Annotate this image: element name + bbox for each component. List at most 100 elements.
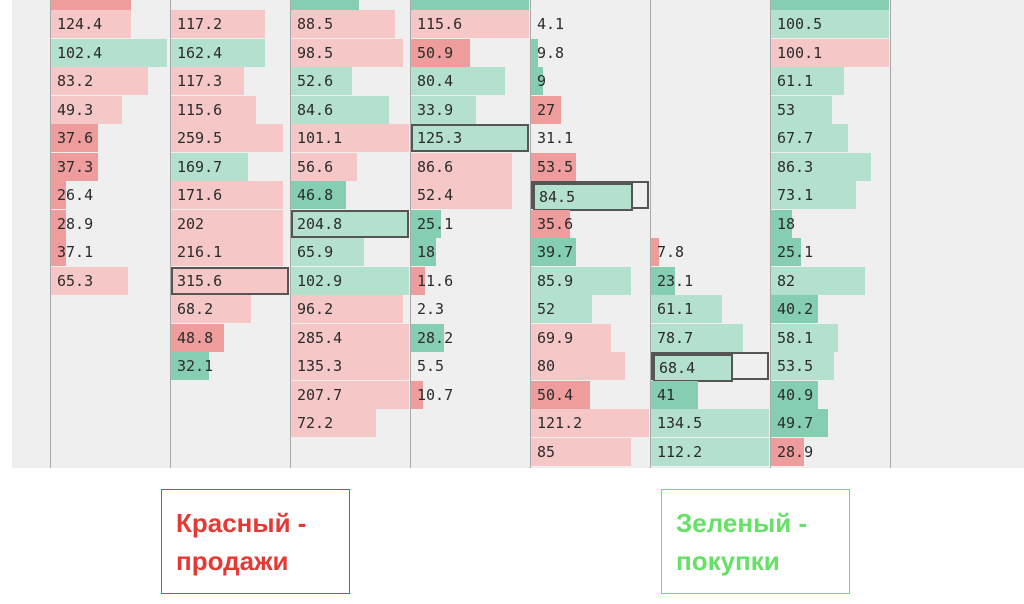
footprint-cell: 2.3 [411, 295, 529, 323]
footprint-cell: 72.2 [291, 409, 409, 437]
volume-value: 112.2 [657, 442, 703, 461]
footprint-cell: 65.9 [291, 238, 409, 266]
footprint-cell: 84.6 [291, 95, 409, 124]
sell-volume-bar [531, 209, 570, 238]
volume-value: 39.7 [537, 243, 574, 261]
volume-value: 9.8 [537, 43, 565, 62]
buy-volume-bar [771, 238, 801, 266]
volume-value: 52 [537, 300, 556, 318]
footprint-cell: 9.8 [531, 38, 649, 67]
footprint-cell: 25.1 [771, 238, 889, 266]
volume-value: 18 [777, 214, 796, 233]
footprint-cell: 7.8 [651, 238, 769, 266]
volume-value: 216.1 [177, 243, 223, 261]
volume-value: 80.4 [417, 72, 454, 90]
volume-value: 72.2 [297, 414, 334, 432]
footprint-cell: 40.2 [771, 295, 889, 323]
footprint-cell: 28.2 [411, 323, 529, 352]
buy-volume-bar [411, 124, 529, 152]
buy-volume-bar [51, 38, 167, 67]
footprint-cell: 61.1 [771, 67, 889, 95]
sell-volume-bar [531, 380, 590, 409]
footprint-cell: 135.3 [291, 352, 409, 380]
sell-volume-bar [771, 437, 804, 466]
volume-value: 117.3 [177, 72, 223, 90]
footprint-cell: 18 [411, 238, 529, 266]
volume-value: 46.8 [297, 186, 334, 204]
sell-volume-bar [531, 323, 611, 352]
buy-volume-bar [531, 266, 631, 295]
footprint-cell: 26.4 [51, 181, 169, 209]
sell-volume-bar [51, 152, 98, 181]
volume-value: 27 [537, 100, 556, 119]
footprint-cell: 117.3 [171, 67, 289, 95]
footprint-cell: 52.4 [411, 181, 529, 209]
buy-volume-bar [771, 295, 818, 323]
footprint-cell: 41 [651, 380, 769, 409]
sell-volume-bar [411, 266, 425, 295]
sell-volume-bar [171, 266, 289, 295]
sell-volume-bar [291, 380, 409, 409]
footprint-cell: 53 [771, 95, 889, 124]
buy-volume-bar [771, 124, 848, 152]
volume-value: 85 [537, 442, 556, 461]
volume-value: 31.1 [537, 129, 574, 147]
footprint-cell: 83.2 [51, 67, 169, 95]
buy-volume-bar [171, 352, 209, 380]
volume-value: 25.1 [777, 243, 814, 261]
footprint-cell: 102.4 [51, 38, 169, 67]
partial-bar [291, 0, 359, 10]
volume-value: 65.9 [297, 243, 334, 261]
footprint-cell: 18 [771, 209, 889, 238]
buy-volume-bar [531, 38, 538, 67]
footprint-cell: 84.5 [531, 181, 649, 211]
footprint-cell: 9 [531, 67, 649, 95]
sell-volume-bar [531, 352, 625, 380]
buy-volume-bar [771, 380, 818, 409]
footprint-cell: 169.7 [171, 152, 289, 181]
footprint-cell: 134.5 [651, 409, 769, 437]
volume-value: 68.2 [177, 300, 214, 318]
volume-value: 115.6 [417, 15, 463, 33]
footprint-cell: 124.4 [51, 10, 169, 38]
volume-value: 49.7 [777, 414, 814, 432]
sell-volume-bar [411, 380, 423, 409]
footprint-cell: 50.4 [531, 380, 649, 409]
volume-value: 124.4 [57, 15, 103, 33]
buy-volume-bar [411, 67, 505, 95]
volume-value: 49.3 [57, 100, 94, 119]
buy-volume-bar [171, 152, 248, 181]
sell-volume-bar [171, 209, 283, 238]
volume-value: 102.9 [297, 271, 343, 290]
buy-volume-bar [651, 437, 769, 466]
footprint-cell: 37.3 [51, 152, 169, 181]
volume-value: 4.1 [537, 15, 565, 33]
column-divider [530, 0, 531, 468]
volume-value: 69.9 [537, 328, 574, 347]
footprint-cell: 53.5 [531, 152, 649, 181]
footprint-cell: 39.7 [531, 238, 649, 266]
volume-value: 37.3 [57, 157, 94, 176]
buy-volume-bar [411, 323, 444, 352]
volume-value: 26.4 [57, 186, 94, 204]
buy-volume-bar [291, 266, 409, 295]
footprint-cell: 56.6 [291, 152, 409, 181]
footprint-cell: 50.9 [411, 38, 529, 67]
buy-volume-bar [771, 352, 834, 380]
footprint-cell: 115.6 [171, 95, 289, 124]
footprint-cell: 204.8 [291, 209, 409, 238]
volume-value: 82 [777, 271, 796, 290]
volume-value: 78.7 [657, 328, 694, 347]
volume-value: 53.5 [777, 357, 814, 375]
footprint-cell: 216.1 [171, 238, 289, 266]
buy-volume-bar [651, 380, 698, 409]
footprint-cell: 52 [531, 295, 649, 323]
column-divider [650, 0, 651, 468]
footprint-cell: 162.4 [171, 38, 289, 67]
footprint-cell: 37.1 [51, 238, 169, 266]
volume-value: 84.5 [539, 188, 576, 206]
footprint-cell: 86.6 [411, 152, 529, 181]
footprint-cell: 27 [531, 95, 649, 124]
footprint-cell: 85 [531, 437, 649, 466]
volume-value: 53.5 [537, 157, 574, 176]
